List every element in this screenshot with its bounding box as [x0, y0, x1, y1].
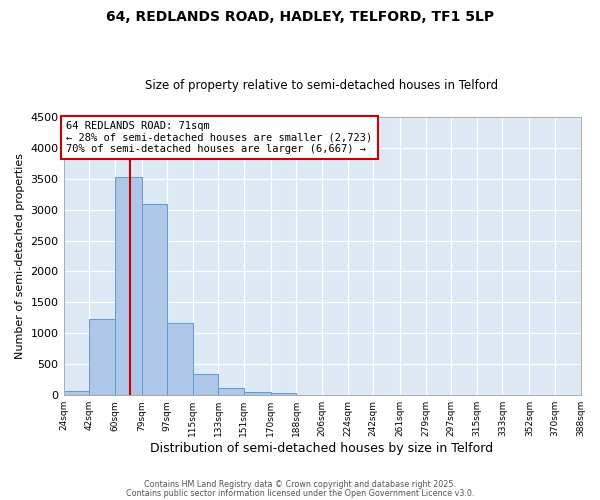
- Bar: [244, 392, 271, 395]
- Bar: [89, 319, 115, 395]
- Bar: [142, 204, 167, 395]
- X-axis label: Distribution of semi-detached houses by size in Telford: Distribution of semi-detached houses by …: [151, 442, 494, 455]
- Bar: [218, 388, 244, 395]
- Bar: [167, 324, 193, 395]
- Bar: [193, 374, 218, 395]
- Text: Contains HM Land Registry data © Crown copyright and database right 2025.: Contains HM Land Registry data © Crown c…: [144, 480, 456, 489]
- Bar: [64, 392, 89, 395]
- Bar: [115, 178, 142, 395]
- Bar: [271, 394, 296, 395]
- Text: Contains public sector information licensed under the Open Government Licence v3: Contains public sector information licen…: [126, 488, 474, 498]
- Title: Size of property relative to semi-detached houses in Telford: Size of property relative to semi-detach…: [145, 79, 499, 92]
- Text: 64, REDLANDS ROAD, HADLEY, TELFORD, TF1 5LP: 64, REDLANDS ROAD, HADLEY, TELFORD, TF1 …: [106, 10, 494, 24]
- Text: 64 REDLANDS ROAD: 71sqm
← 28% of semi-detached houses are smaller (2,723)
70% of: 64 REDLANDS ROAD: 71sqm ← 28% of semi-de…: [66, 121, 373, 154]
- Y-axis label: Number of semi-detached properties: Number of semi-detached properties: [15, 153, 25, 359]
